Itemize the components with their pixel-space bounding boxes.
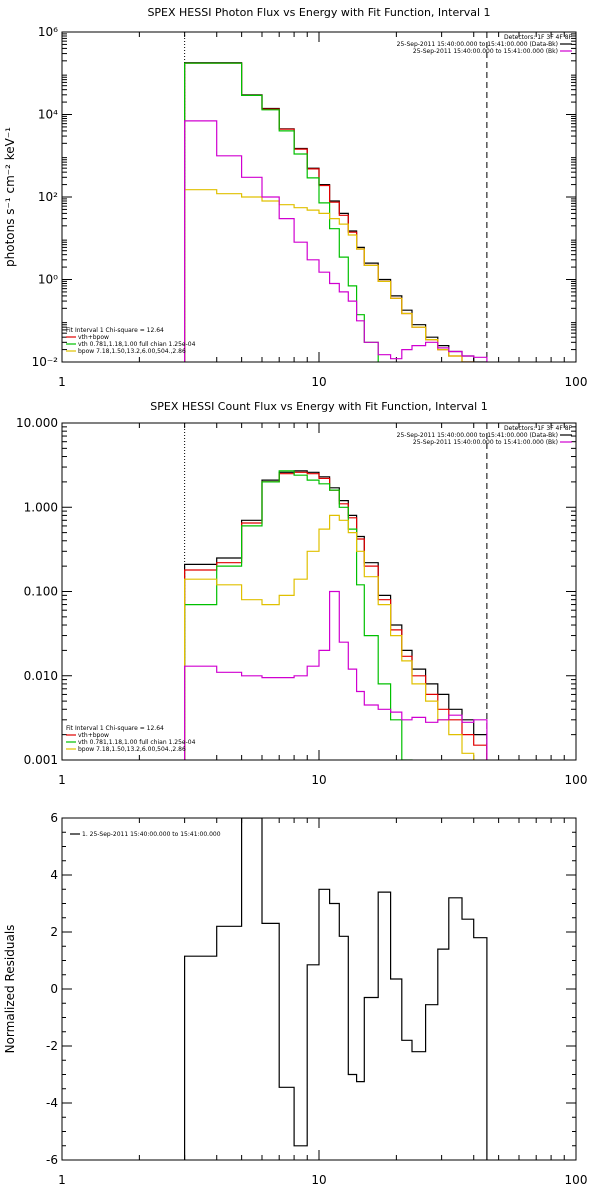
legend-label: bpow 7.18,1.50,13.2,6.00,504.,2.86 — [78, 746, 186, 753]
x-tick-label: 10 — [311, 375, 326, 389]
legend-title: Fit Interval 1 Chi-square = 12.64 — [66, 327, 164, 334]
legend-label: vth+bpow — [78, 334, 109, 341]
legend-title: Detectors: 1F 3F 4F 8F — [504, 425, 573, 432]
y-tick-label: -2 — [46, 1039, 58, 1053]
y-tick-label: 10.000 — [16, 416, 58, 430]
legend-title: Fit Interval 1 Chi-square = 12.64 — [66, 725, 164, 732]
legend-bottom-left: Fit Interval 1 Chi-square = 12.64vth+bpo… — [66, 327, 196, 355]
y-axis-label: Normalized Residuals — [3, 925, 17, 1054]
y-tick-label: 10⁻² — [32, 355, 59, 369]
y-tick-label: -4 — [46, 1096, 58, 1110]
y-tick-label: 10⁰ — [38, 273, 58, 287]
y-tick-label: -6 — [46, 1153, 58, 1167]
chart-panel-1: SPEX HESSI Photon Flux vs Energy with Fi… — [3, 6, 588, 389]
y-tick-label: 10⁴ — [38, 108, 58, 122]
x-tick-label: 100 — [565, 1173, 588, 1187]
legend-label: vth+bpow — [78, 732, 109, 739]
series-line-bpow — [184, 514, 488, 760]
chart-title: SPEX HESSI Count Flux vs Energy with Fit… — [150, 400, 487, 413]
legend-label: vth 0.781,1.18,1.00 full chian 1.25e-04 — [78, 341, 196, 348]
y-tick-label: 6 — [50, 811, 58, 825]
chart-panel-2: SPEX HESSI Count Flux vs Energy with Fit… — [16, 400, 587, 787]
legend-label: bpow 7.18,1.50,13.2,6.00,504.,2.86 — [78, 348, 186, 355]
y-tick-label: 0.010 — [24, 669, 58, 683]
plot-frame — [61, 422, 577, 761]
x-tick-label: 1 — [58, 375, 66, 389]
series-group — [184, 470, 488, 760]
x-tick-label: 10 — [311, 773, 326, 787]
chart-panel-3: Normalized Residuals 1 10 100 -6 -4 -2 0 2 4 6 1. 2… — [3, 811, 587, 1187]
y-tick-label: 10² — [38, 190, 58, 204]
legend-label: vth 0.781,1.18,1.00 full chian 1.25e-04 — [78, 739, 196, 746]
plot-frame — [61, 817, 577, 1161]
legend-bottom-left: Fit Interval 1 Chi-square = 12.64vth+bpo… — [66, 725, 196, 753]
y-tick-label: 4 — [50, 868, 58, 882]
legend-title: Detectors: 1F 3F 4F 8F — [504, 34, 573, 41]
series-line-data — [184, 470, 488, 760]
series-group — [184, 62, 488, 362]
legend-top-left: 1. 25-Sep-2011 15:40:00.000 to 15:41:00.… — [70, 831, 221, 838]
series-line-total — [184, 62, 488, 362]
x-tick-label: 100 — [565, 773, 588, 787]
y-axis-label: photons s⁻¹ cm⁻² keV⁻¹ — [3, 127, 17, 267]
legend-label: 25-Sep-2011 15:40:00.000 to 15:41:00.000… — [413, 439, 558, 446]
x-tick-label: 1 — [58, 1173, 66, 1187]
legend-label: 25-Sep-2011 15:40:00.000 to 15:41:00.000… — [397, 432, 558, 439]
plot-frame — [61, 31, 577, 363]
y-tick-label: 2 — [50, 925, 58, 939]
y-tick-label: 0.100 — [24, 585, 58, 599]
series-line-bk — [184, 120, 488, 362]
series-line-vth — [184, 62, 488, 362]
y-tick-label: 0 — [50, 982, 58, 996]
y-tick-label: 10⁶ — [38, 25, 58, 39]
series-line-data — [184, 62, 487, 362]
legend-label: 25-Sep-2011 15:40:00.000 to 15:41:00.000… — [413, 48, 558, 55]
y-tick-label: 1.000 — [24, 500, 58, 514]
series-line-bk — [184, 590, 488, 760]
legend-label: 25-Sep-2011 15:40:00.000 to 15:41:00.000… — [397, 41, 558, 48]
series-line-vth — [184, 470, 488, 760]
legend-label: 1. 25-Sep-2011 15:40:00.000 to 15:41:00.… — [82, 831, 221, 838]
series-group — [184, 818, 488, 1160]
x-tick-label: 1 — [58, 773, 66, 787]
chart-title: SPEX HESSI Photon Flux vs Energy with Fi… — [147, 6, 490, 19]
series-line-bpow — [184, 189, 488, 362]
x-tick-label: 100 — [565, 375, 588, 389]
y-tick-label: 0.001 — [24, 753, 58, 767]
x-tick-label: 10 — [311, 1173, 326, 1187]
series-line-data — [184, 818, 488, 1160]
